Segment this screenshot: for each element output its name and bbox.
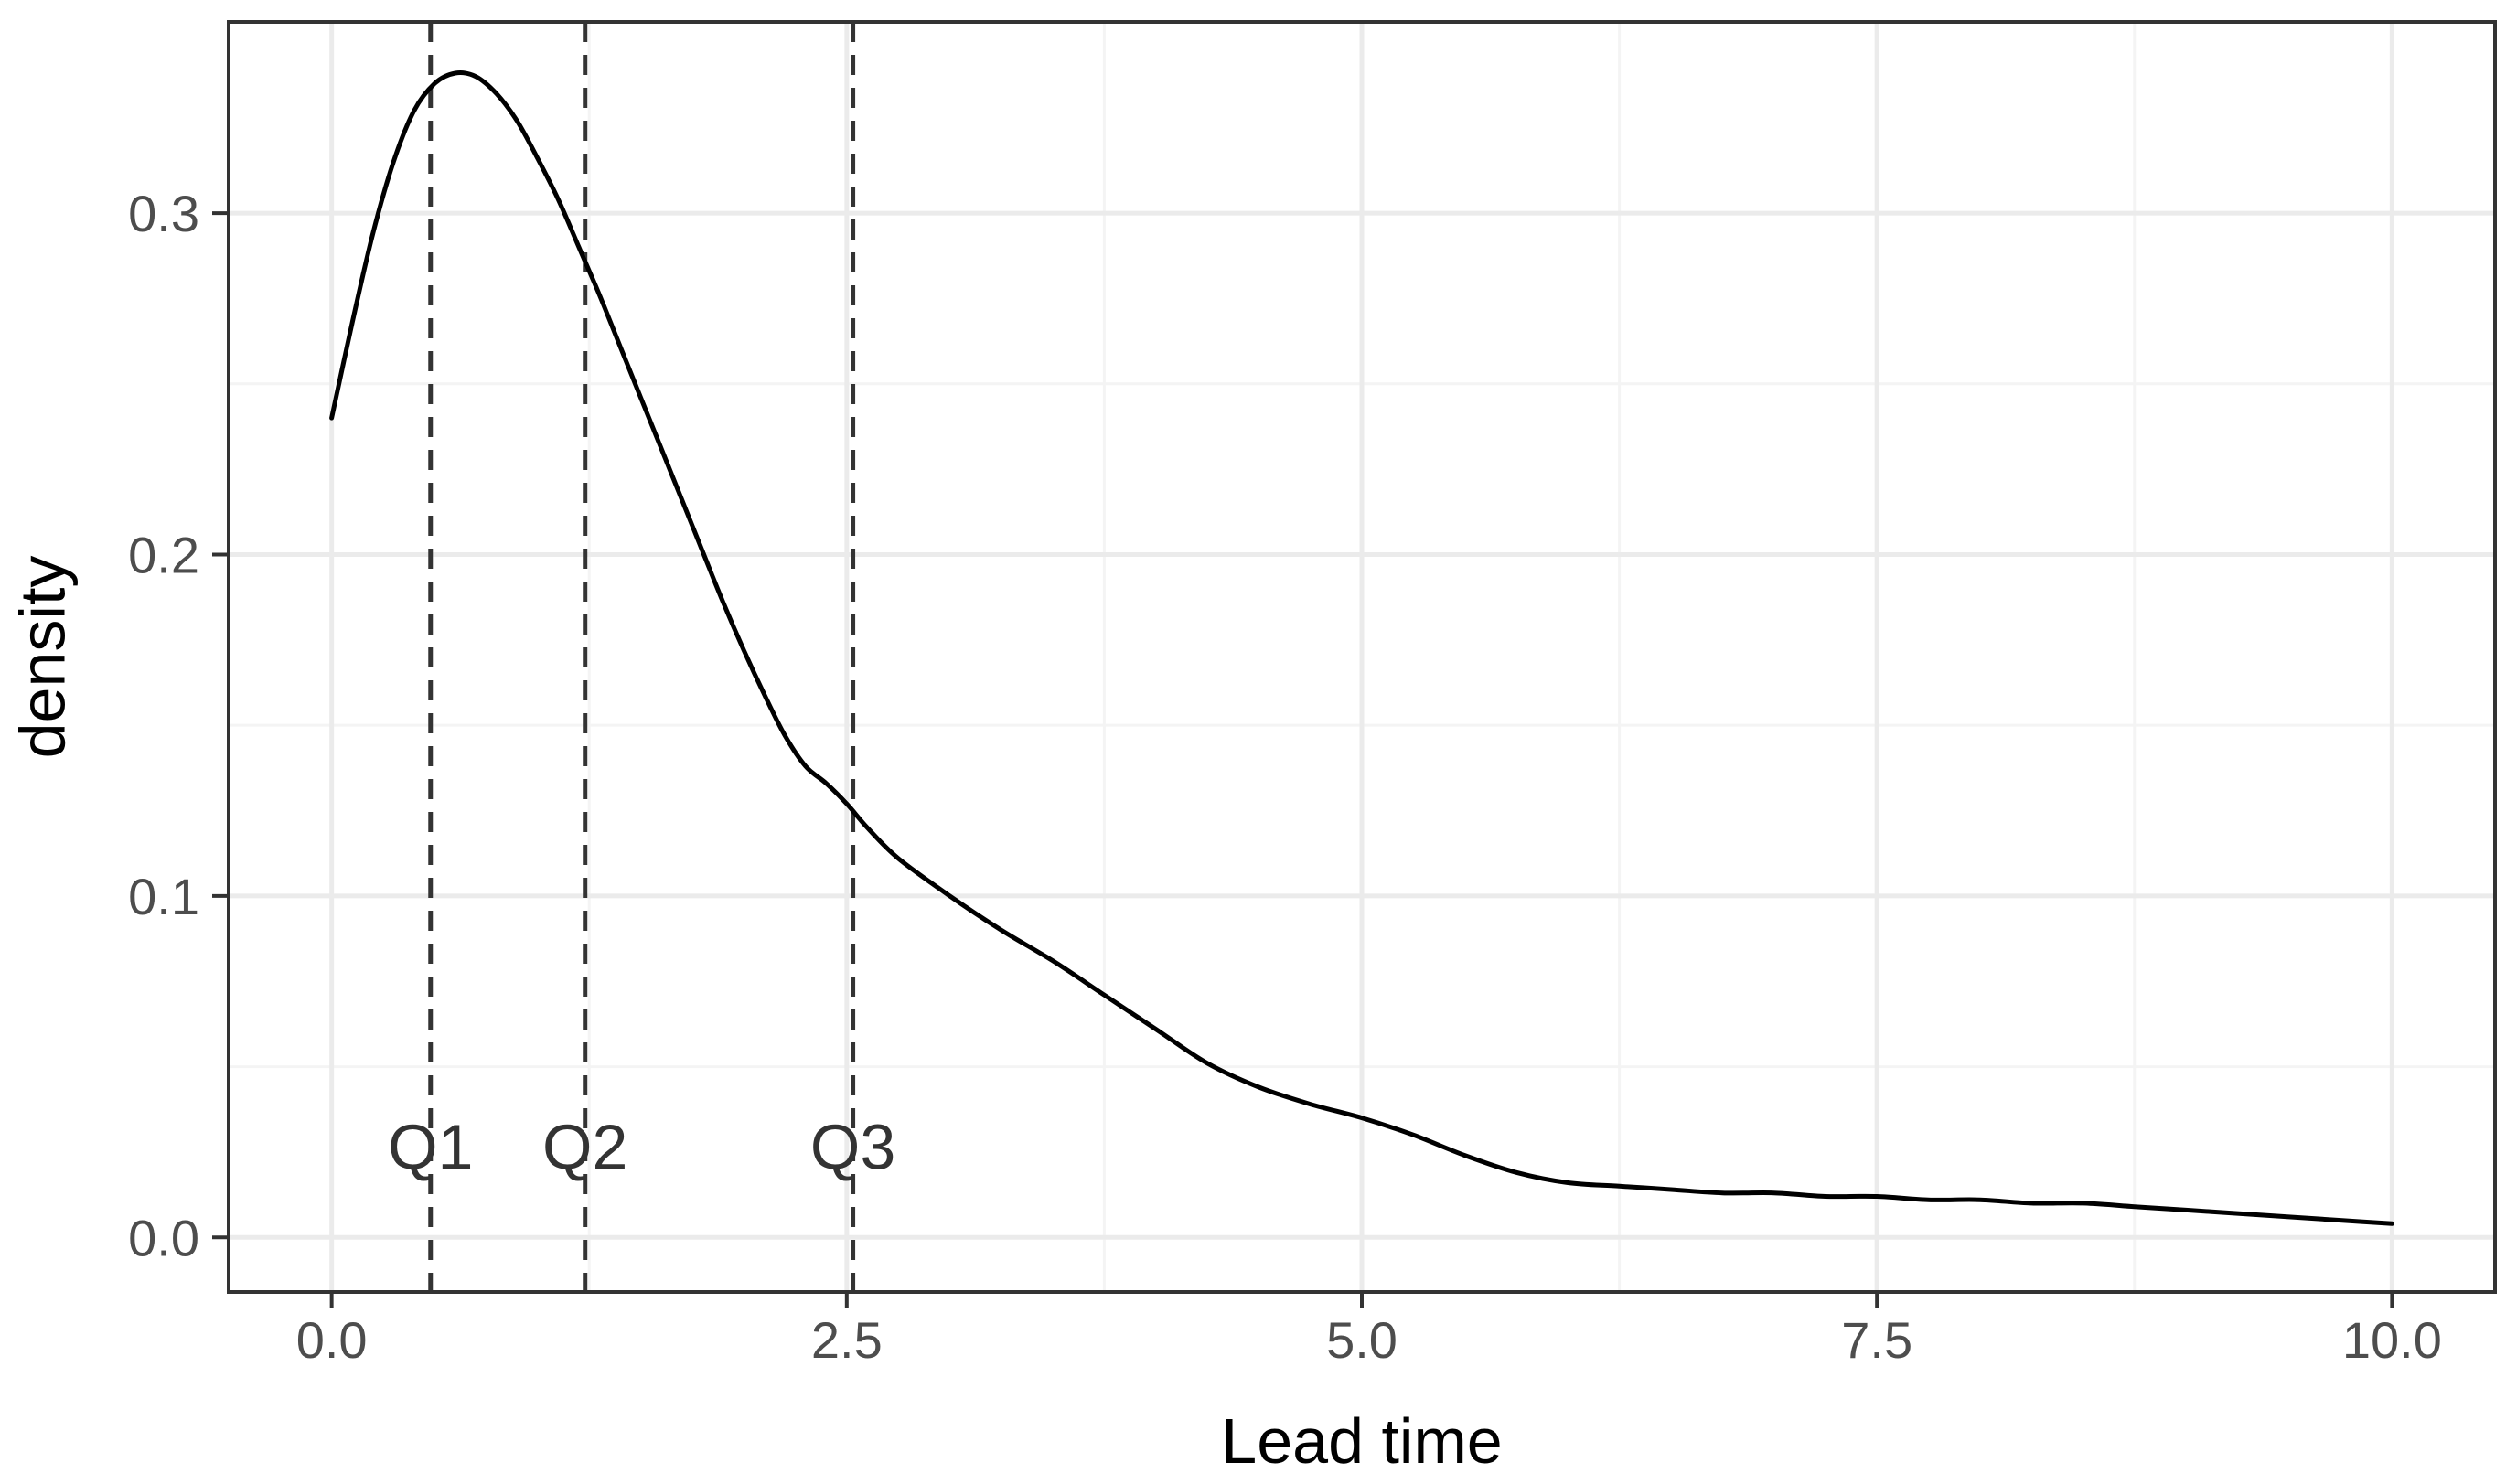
x-tick-label: 2.5 [811, 1311, 883, 1369]
y-tick-label: 0.3 [128, 185, 199, 242]
y-tick-label: 0.2 [128, 526, 199, 583]
density-series [329, 70, 2394, 1226]
x-axis: 0.0 2.5 5.0 7.5 10.0 [296, 1292, 2442, 1369]
y-axis: 0.0 0.1 0.2 0.3 [128, 185, 229, 1266]
x-tick-label: 0.0 [296, 1311, 368, 1369]
y-axis-title: density [6, 556, 78, 759]
major-gridlines [229, 22, 2495, 1292]
quartile-lines [428, 22, 856, 1292]
density-curve [329, 70, 2394, 1226]
quartile-label-q2: Q2 [542, 1111, 627, 1182]
quartile-label-q3: Q3 [810, 1111, 895, 1182]
quartile-labels: Q1 Q2 Q3 [388, 1111, 895, 1182]
x-tick-label: 7.5 [1841, 1311, 1912, 1369]
x-tick-label: 10.0 [2342, 1311, 2442, 1369]
y-tick-label: 0.1 [128, 868, 199, 925]
y-tick-label: 0.0 [128, 1209, 199, 1266]
quartile-label-q1: Q1 [388, 1111, 473, 1182]
x-axis-title: Lead time [1221, 1405, 1502, 1477]
x-tick-label: 5.0 [1326, 1311, 1398, 1369]
